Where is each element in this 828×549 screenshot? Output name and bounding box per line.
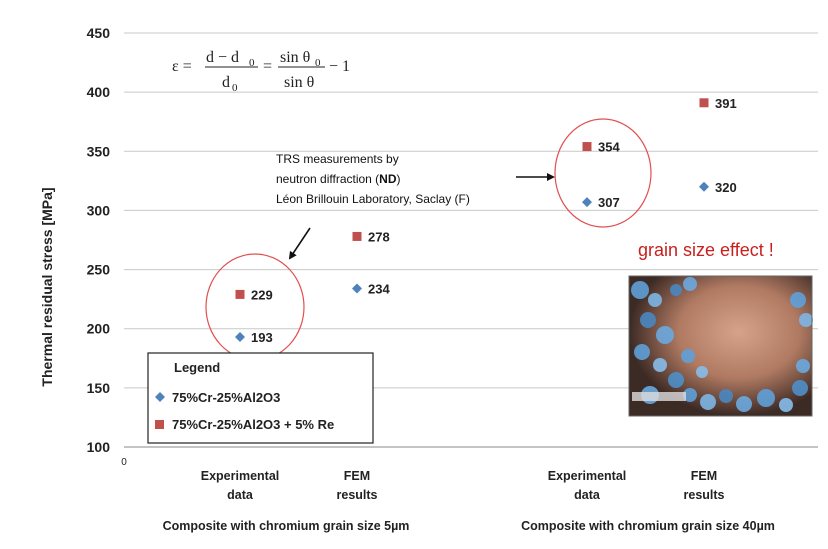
- data-label: 307: [598, 195, 620, 210]
- highlight-ellipse-40um: [554, 118, 652, 228]
- micrograph-image: [628, 275, 813, 417]
- y-tick-label: 250: [87, 262, 111, 278]
- y-tick-label: 100: [87, 439, 111, 455]
- data-point-series-1: [352, 283, 362, 294]
- data-point-series-2: [582, 142, 592, 152]
- data-label: 391: [715, 96, 737, 111]
- legend-label-series-2: 75%Cr-25%Al2O3 + 5% Re: [172, 417, 334, 432]
- gridlines: [124, 32, 818, 389]
- grain-size-effect-label: grain size effect !: [638, 240, 774, 260]
- svg-text:0: 0: [249, 57, 255, 69]
- svg-text:0: 0: [315, 57, 321, 69]
- data-label: 278: [368, 229, 390, 244]
- data-point-series-1: [699, 181, 709, 192]
- legend-title: Legend: [174, 360, 220, 375]
- svg-text:Léon Brillouin Laboratory, Sac: Léon Brillouin Laboratory, Saclay (F): [276, 192, 470, 206]
- legend-marker-series-1: [155, 392, 165, 402]
- svg-text:=: =: [263, 58, 272, 75]
- svg-text:0: 0: [232, 82, 238, 94]
- category-label: FEM: [691, 469, 717, 483]
- category-labels: Experimental data FEM results Experimental da…: [201, 469, 725, 502]
- x-origin-label: 0: [121, 457, 127, 468]
- legend: Legend 75%Cr-25%Al2O3 75%Cr-25%Al2O3 + 5…: [147, 352, 374, 444]
- data-point-series-2: [352, 231, 362, 241]
- svg-text:TRS measurements by: TRS measurements by: [276, 152, 399, 166]
- y-axis-label: Thermal residual stress [MPa]: [39, 187, 55, 386]
- category-label: data: [574, 488, 601, 502]
- data-label: 354: [598, 140, 620, 155]
- category-label: FEM: [344, 469, 370, 483]
- svg-text:d: d: [222, 74, 230, 91]
- category-label: Experimental: [201, 469, 280, 483]
- data-point-series-2: [699, 98, 709, 108]
- category-label: data: [227, 488, 254, 502]
- legend-marker-series-2: [155, 420, 164, 429]
- measurement-note: TRS measurements by neutron diffraction …: [276, 152, 470, 206]
- group-label-5um: Composite with chromium grain size 5µm: [163, 519, 410, 533]
- data-point-series-1: [582, 197, 592, 208]
- y-tick-label: 450: [87, 25, 111, 41]
- y-tick-label: 200: [87, 321, 111, 337]
- data-points: 193 234 307 320 229 278 354 391: [235, 96, 737, 345]
- category-label: results: [337, 488, 378, 502]
- y-tick-label: 350: [87, 143, 111, 159]
- category-label: Experimental: [548, 469, 627, 483]
- y-tick-label: 400: [87, 84, 111, 100]
- svg-text:d − d: d − d: [206, 49, 239, 66]
- legend-label-series-1: 75%Cr-25%Al2O3: [172, 390, 280, 405]
- y-axis-ticks: 100 150 200 250 300 350 400 450: [87, 25, 111, 455]
- y-tick-label: 150: [87, 380, 111, 396]
- data-label: 234: [368, 281, 390, 296]
- strain-equation: ε = d − d 0 d 0 = sin θ 0 sin θ − 1: [172, 49, 350, 94]
- svg-text:− 1: − 1: [329, 58, 350, 75]
- data-label: 229: [251, 287, 273, 302]
- svg-text:neutron diffraction (ND): neutron diffraction (ND): [276, 172, 401, 186]
- data-label: 193: [251, 330, 273, 345]
- data-label: 320: [715, 180, 737, 195]
- arrow-to-experimental-5um: [288, 227, 311, 260]
- svg-text:sin θ: sin θ: [284, 74, 314, 91]
- group-label-40um: Composite with chromium grain size 40µm: [521, 519, 775, 533]
- svg-text:ε =: ε =: [172, 58, 192, 75]
- data-point-series-2: [235, 289, 245, 299]
- y-tick-label: 300: [87, 202, 111, 218]
- category-label: results: [684, 488, 725, 502]
- data-point-series-1: [235, 331, 245, 342]
- svg-text:sin θ: sin θ: [280, 49, 310, 66]
